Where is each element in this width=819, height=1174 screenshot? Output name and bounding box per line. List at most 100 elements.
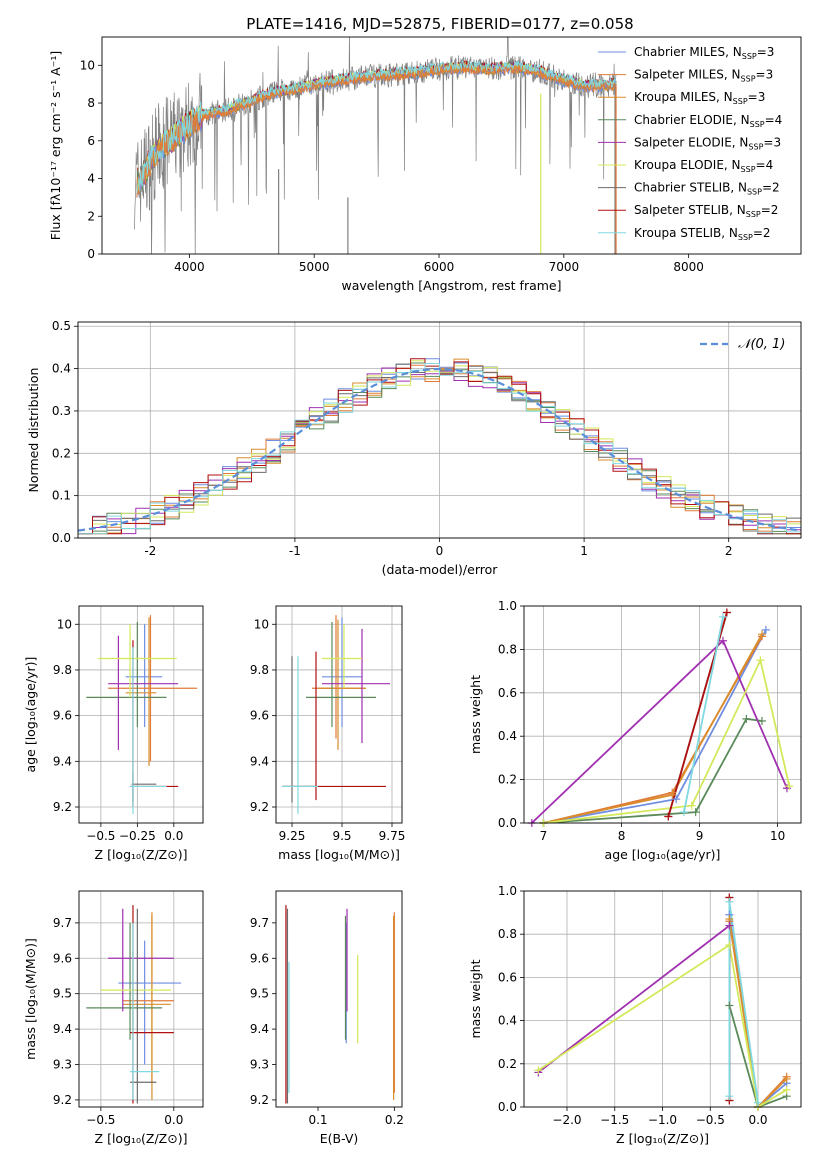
plot-area: [86, 905, 182, 1104]
weight-marker-series-2: [782, 1074, 791, 1083]
x-axis-label: wavelength [Angstrom, rest frame]: [341, 278, 561, 293]
x-tick-label: 0.2: [385, 1113, 404, 1127]
x-tick-label: 0.0: [748, 1113, 767, 1127]
axes-frame: [275, 605, 403, 824]
x-tick-label: 2: [725, 544, 733, 558]
y-tick-label: 9.7: [53, 916, 72, 930]
legend-label-sub: SSP: [747, 188, 762, 197]
x-tick-label: −0.5: [86, 1113, 115, 1127]
y-tick-label: 6: [87, 134, 95, 148]
axes-frame: [523, 890, 802, 1108]
plot-area: [78, 358, 801, 535]
legend-label: Chabrier STELIB, NSSP=2: [634, 181, 780, 197]
weight-marker-series-8: [679, 808, 688, 817]
legend-label: Kroupa MILES, NSSP=3: [634, 90, 765, 106]
y-tick-label: 0.4: [498, 729, 517, 743]
y-tick-label: 9.2: [250, 1093, 269, 1107]
y-tick-label: 0.0: [52, 531, 71, 545]
y-tick-label: 0.3: [52, 404, 71, 418]
legend-label-suffix: =3: [763, 135, 781, 149]
model-spectrum-series-1: [136, 63, 617, 198]
weight-line-series-3: [728, 1005, 788, 1107]
legend-label-suffix: =2: [753, 226, 771, 240]
x-axis-label: age [log₁₀(age/yr)]: [605, 847, 721, 862]
legend-label-suffix: =4: [756, 158, 774, 172]
y-tick-label: 9.2: [250, 800, 269, 814]
weight-marker-series-4: [725, 921, 734, 930]
y-tick-label: 0.6: [498, 686, 517, 700]
x-tick-label: 0: [436, 544, 444, 558]
x-tick-label: 6000: [424, 260, 455, 274]
x-tick-label: 7000: [549, 260, 580, 274]
legend-label-main: Salpeter STELIB, N: [634, 203, 746, 217]
x-tick-label: 1: [580, 544, 588, 558]
y-tick-label: 1.0: [498, 599, 517, 613]
model-spectrum-series-8: [136, 59, 617, 193]
panel-weight_vs_age: 7 8 9 10 0.0 0.2 0.4 0.6 0.8 1.0 age [log₁₀(age/yr…: [468, 599, 802, 862]
weight-line-series-8: [683, 616, 724, 813]
weight-line-series-2: [728, 918, 788, 1107]
x-axis-label: E(B-V): [320, 1131, 359, 1146]
y-tick-label: 9.8: [250, 663, 269, 677]
weight-marker-series-7: [722, 608, 731, 617]
x-tick-label: −1.5: [600, 1113, 629, 1127]
legend-label-main: Kroupa STELIB, N: [634, 226, 738, 240]
x-tick-label: 9.75: [379, 829, 406, 843]
legend-label-sub: SSP: [738, 233, 753, 242]
legend-label: Chabrier MILES, NSSP=3: [634, 45, 774, 61]
axes-frame: [275, 890, 403, 1108]
y-tick-label: 0.5: [52, 319, 71, 333]
plot-area: [134, 37, 617, 254]
y-tick-label: 0.2: [498, 773, 517, 787]
weight-line-series-5: [537, 943, 788, 1107]
x-tick-label: −1.0: [648, 1113, 677, 1127]
legend-label-main: Kroupa ELODIE, N: [634, 158, 741, 172]
axes-frame: [78, 605, 204, 824]
x-tick-label: 9: [696, 829, 704, 843]
weight-marker-series-0: [761, 625, 770, 634]
legend-label-main: Chabrier MILES, N: [634, 45, 742, 59]
weight-marker-series-8: [725, 1092, 734, 1101]
y-tick-label: 0.4: [498, 1014, 517, 1028]
weight-line-series-5: [543, 657, 791, 823]
x-tick-label: 8000: [673, 260, 704, 274]
weight-marker-series-5: [785, 782, 794, 791]
y-axis-label: age [log₁₀(age/yr)]: [23, 657, 38, 773]
x-axis-label: Z [log₁₀(Z/Z⊙)]: [95, 1131, 188, 1146]
weight-marker-series-5: [725, 941, 734, 949]
legend-label-sub: SSP: [741, 75, 756, 84]
chart-title: PLATE=1416, MJD=52875, FIBERID=0177, z=0…: [246, 15, 633, 33]
legend-label-main: Chabrier STELIB, N: [634, 181, 747, 195]
x-tick-label: −0.5: [696, 1113, 725, 1127]
y-tick-label: 9.4: [250, 754, 269, 768]
axes-frame: [101, 36, 802, 255]
legend-label-sub: SSP: [748, 142, 763, 151]
y-tick-label: 0: [87, 247, 95, 261]
weight-marker-series-2: [757, 630, 766, 639]
weight-marker-series-8: [754, 1098, 763, 1107]
y-tick-label: 9.6: [53, 951, 72, 965]
x-tick-label: 10: [770, 829, 785, 843]
legend-label: Salpeter MILES, NSSP=3: [634, 68, 773, 84]
legend-label-main: Salpeter ELODIE, N: [634, 135, 748, 149]
x-tick-label: 8: [618, 829, 626, 843]
weight-marker-series-3: [725, 1001, 734, 1010]
y-tick-label: 9.5: [250, 987, 269, 1001]
legend-label-main: Salpeter MILES, N: [634, 68, 741, 82]
panel-mass_vs_ebv: 0.1 0.2 9.2 9.3 9.4 9.5 9.6 9.7 E(B-V): [250, 890, 404, 1146]
y-tick-label: 10: [80, 58, 95, 72]
x-tick-label: 0.1: [308, 1113, 327, 1127]
panel-age_vs_Z: −0.5 −0.25 0.0 9.2 9.4 9.6 9.8 10 Z [log₁₀(Z/Z⊙)…: [23, 605, 204, 862]
y-tick-label: 0.2: [52, 446, 71, 460]
panel-age_vs_mass: 9.25 9.5 9.75 9.2 9.4 9.6 9.8 10 mass [log₁₀(M/M…: [250, 605, 406, 862]
legend-label: Salpeter ELODIE, NSSP=3: [634, 135, 781, 151]
y-tick-label: 9.4: [53, 754, 72, 768]
y-tick-label: 0.6: [498, 970, 517, 984]
x-tick-label: -2: [144, 544, 156, 558]
weight-marker-series-7: [664, 812, 673, 821]
legend-label-sub: SSP: [733, 97, 748, 106]
y-tick-label: 9.8: [53, 663, 72, 677]
y-tick-label: 1.0: [498, 884, 517, 898]
